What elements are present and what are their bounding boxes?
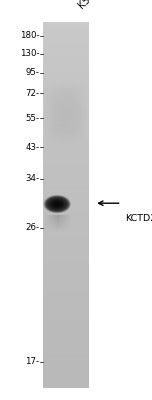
Text: 43-: 43-	[25, 143, 40, 152]
Text: 130-: 130-	[20, 50, 40, 58]
Text: K562: K562	[76, 0, 101, 10]
Text: 55-: 55-	[25, 114, 40, 123]
Text: 95-: 95-	[26, 68, 40, 77]
Text: KCTD21: KCTD21	[125, 214, 152, 222]
Text: 34-: 34-	[25, 174, 40, 183]
Text: 17-: 17-	[25, 358, 40, 366]
Text: 72-: 72-	[25, 89, 40, 98]
Text: 180-: 180-	[20, 32, 40, 40]
Text: 26-: 26-	[25, 224, 40, 232]
